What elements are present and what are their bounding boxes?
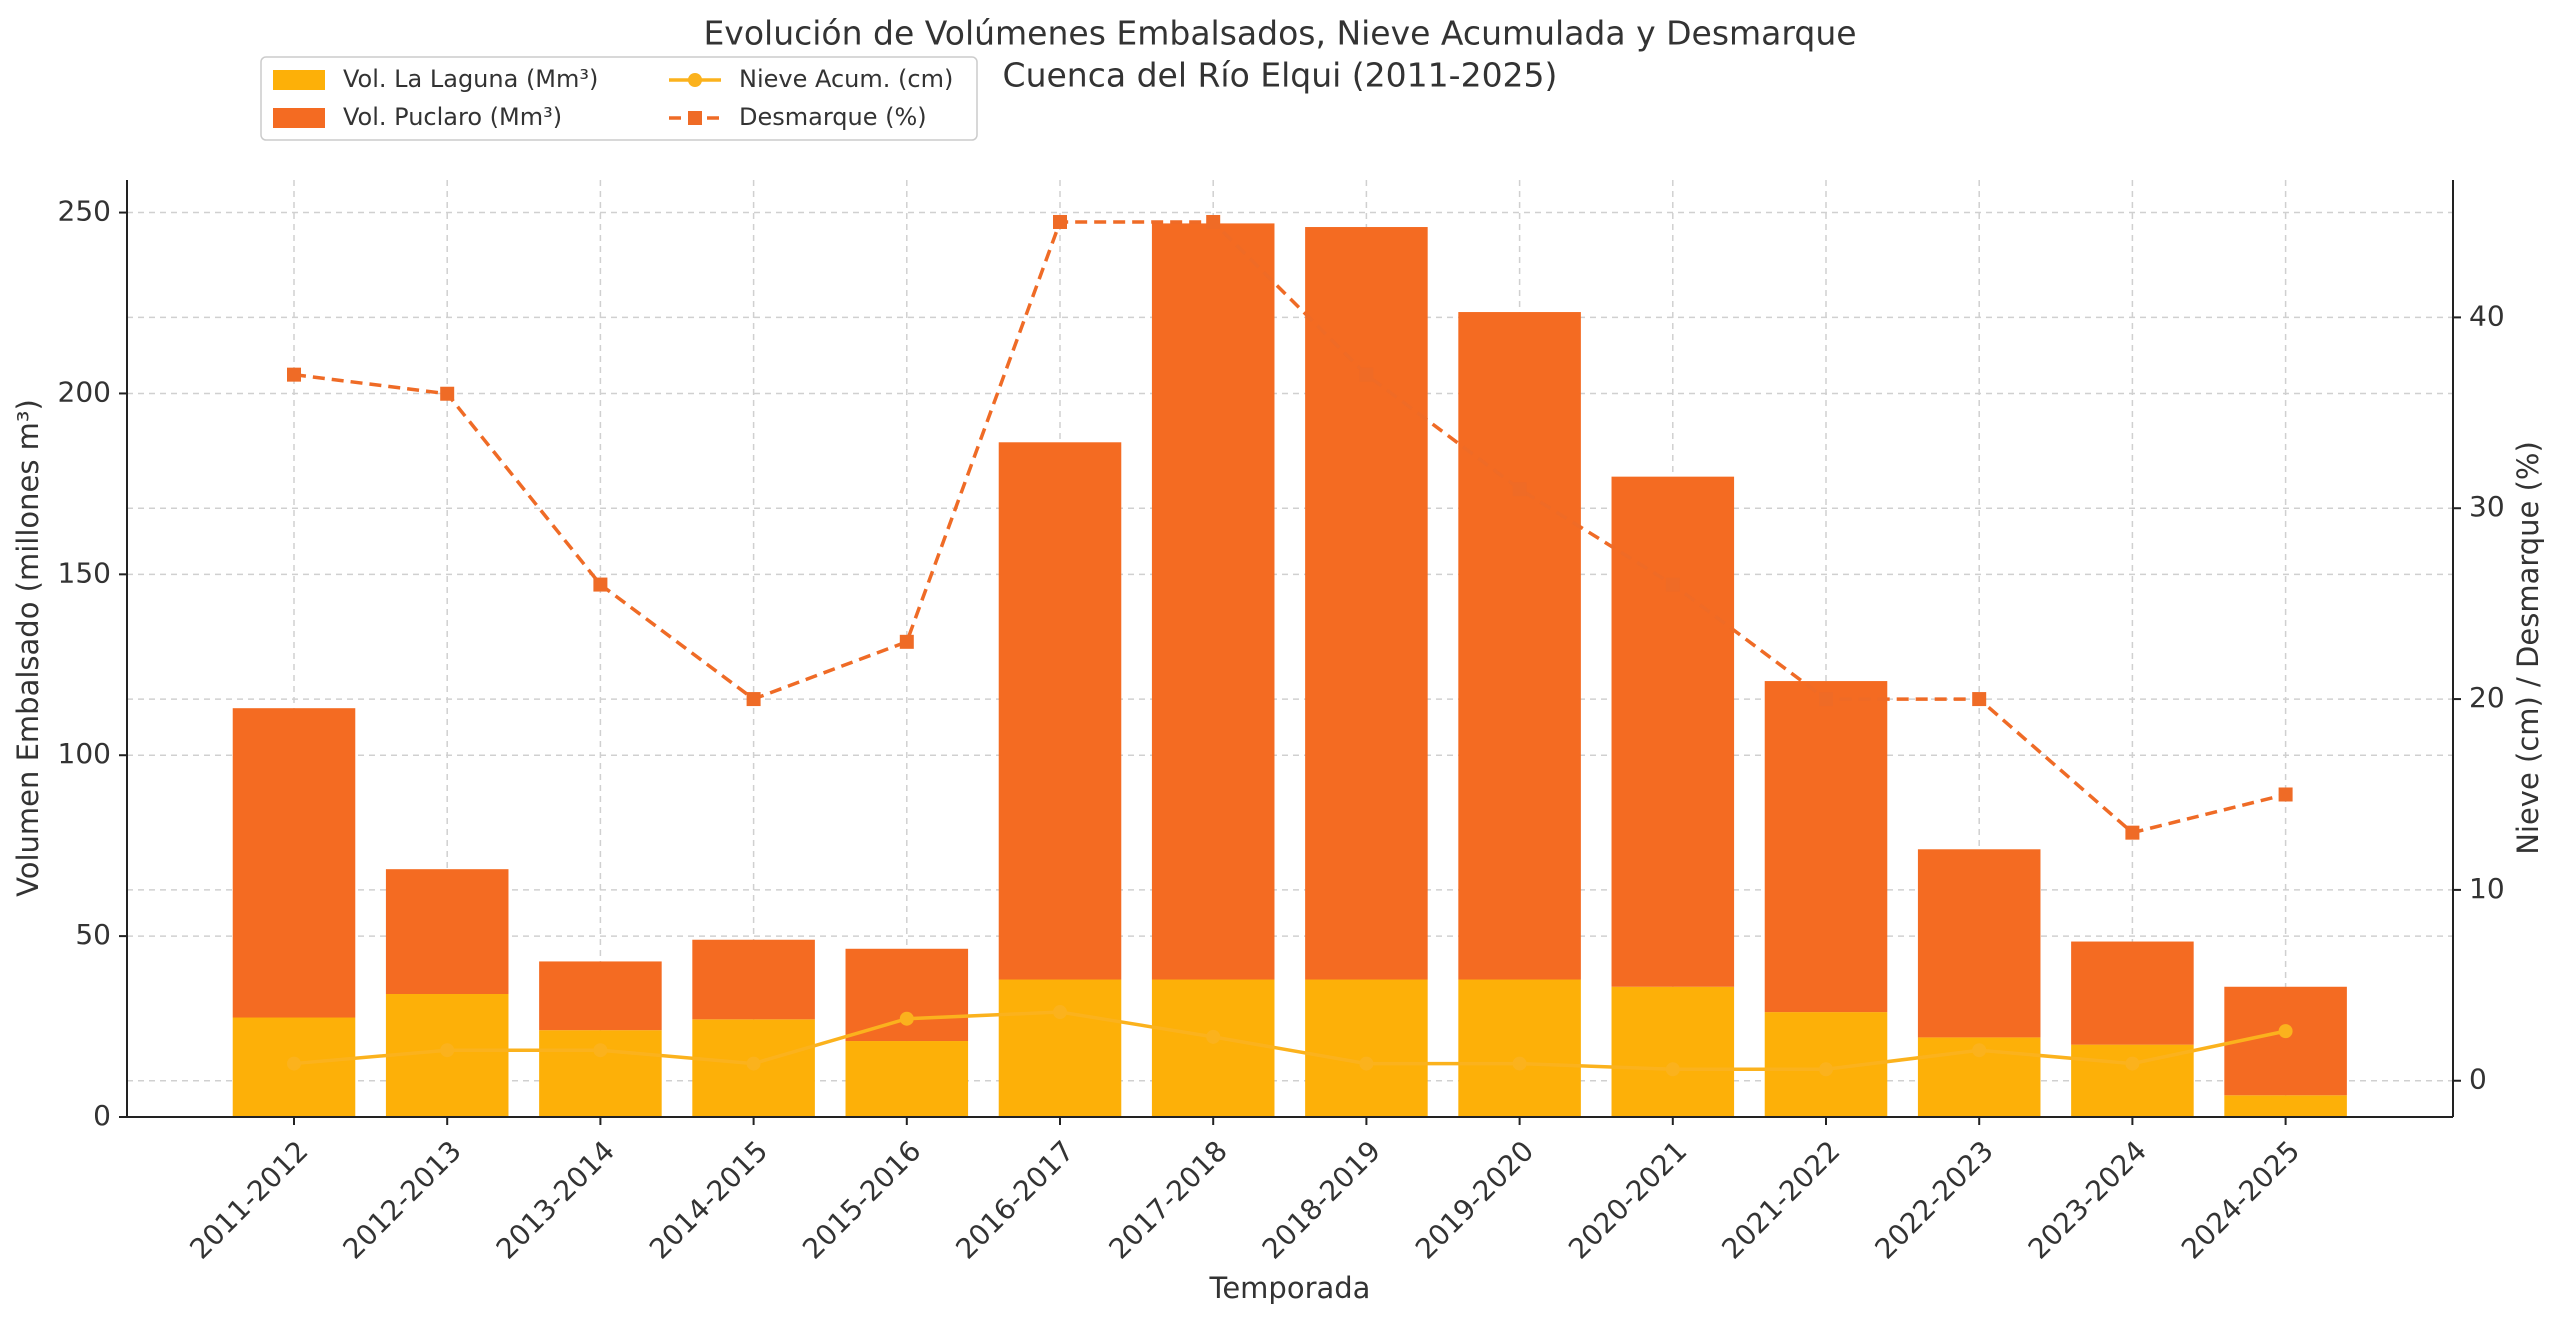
bar: [1611, 986, 1735, 1117]
chart-title: Cuenca del Río Elqui (2011-2025): [1003, 56, 1558, 95]
bar: [1151, 979, 1275, 1117]
bar: [539, 1030, 662, 1117]
marker: [1819, 692, 1833, 707]
x-tick-label: 2014-2015: [643, 1134, 774, 1265]
x-tick-label: 2011-2012: [183, 1134, 314, 1265]
marker: [899, 1011, 914, 1026]
marker: [440, 386, 455, 401]
y-tick-label: 0: [93, 1099, 111, 1132]
x-tick-label: 2013-2014: [490, 1134, 621, 1265]
x-tick-label: 2021-2022: [1715, 1134, 1846, 1265]
bar: [539, 961, 662, 1031]
y2-tick-label: 40: [2469, 299, 2505, 332]
x-tick-label: 2020-2021: [1562, 1134, 1693, 1265]
x-tick-label: 2015-2016: [796, 1134, 927, 1265]
bar: [1305, 979, 1428, 1117]
marker: [1206, 214, 1221, 229]
marker: [287, 367, 301, 382]
x-tick-label: 2019-2020: [1409, 1134, 1540, 1265]
x-axis-label: Temporada: [1209, 1271, 1371, 1305]
legend-marker: [688, 111, 702, 125]
legend-label: Vol. La Laguna (Mm³): [343, 65, 598, 93]
bar: [1458, 312, 1581, 980]
bar: [1611, 476, 1735, 987]
y-tick-label: 250: [58, 195, 111, 228]
legend-swatch: [273, 70, 325, 90]
x-tick-label: 2012-2013: [337, 1134, 468, 1265]
bar: [1764, 681, 1888, 1013]
x-tick-label: 2022-2023: [1869, 1134, 2000, 1265]
y-tick-label: 200: [58, 375, 111, 408]
y2-tick-label: 30: [2469, 490, 2505, 523]
legend-swatch: [273, 108, 325, 128]
chart-title: Evolución de Volúmenes Embalsados, Nieve…: [703, 14, 1856, 53]
legend-label: Nieve Acum. (cm): [739, 65, 953, 93]
marker: [1665, 1062, 1680, 1077]
legend-box: [260, 56, 978, 141]
bar: [1917, 849, 2041, 1038]
x-tick-label: 2017-2018: [1103, 1134, 1234, 1265]
marker: [1053, 1005, 1067, 1020]
marker: [1512, 1056, 1527, 1071]
marker: [2125, 825, 2140, 840]
marker: [1819, 1062, 1833, 1077]
y-tick-label: 150: [58, 556, 111, 589]
bar: [232, 708, 356, 1018]
marker: [2125, 1056, 2140, 1071]
marker: [2278, 1024, 2293, 1039]
bar: [1305, 227, 1428, 980]
bar: [1151, 223, 1275, 980]
marker: [440, 1043, 455, 1058]
bar: [845, 948, 969, 1042]
bar: [2224, 1095, 2347, 1117]
bar: [2071, 941, 2194, 1045]
marker: [593, 577, 608, 592]
marker: [746, 692, 761, 707]
legend-label: Vol. Puclaro (Mm³): [343, 103, 562, 131]
y-axis-label: Volumen Embalsado (millones m³): [11, 399, 45, 897]
marker: [1206, 1029, 1221, 1044]
marker: [1053, 214, 1067, 229]
y2-tick-label: 0: [2469, 1063, 2487, 1096]
x-tick-label: 2023-2024: [2022, 1134, 2153, 1265]
y2-axis-label: Nieve (cm) / Desmarque (%): [2511, 441, 2545, 855]
line: [293, 1010, 2286, 1072]
y2-tick-label: 20: [2469, 681, 2505, 714]
bar: [385, 869, 509, 994]
bar: [692, 939, 815, 1020]
bar: [998, 979, 1122, 1117]
legend-marker: [688, 73, 702, 87]
marker: [1972, 692, 1987, 707]
x-tick-label: 2018-2019: [1256, 1134, 1387, 1265]
x-tick-label: 2016-2017: [949, 1134, 1080, 1265]
marker: [1512, 482, 1527, 497]
bar: [998, 442, 1122, 980]
marker: [899, 634, 914, 649]
marker: [593, 1043, 608, 1058]
line: [293, 220, 2287, 835]
bar: [845, 1041, 969, 1117]
x-tick-label: 2024-2025: [2175, 1134, 2306, 1265]
marker: [746, 1056, 761, 1071]
y-tick-label: 50: [75, 918, 111, 951]
marker: [287, 1056, 301, 1071]
marker: [1359, 1056, 1374, 1071]
marker: [1972, 1043, 1987, 1058]
y2-tick-label: 10: [2469, 872, 2505, 905]
marker: [1665, 577, 1680, 592]
y-tick-label: 100: [58, 737, 111, 770]
legend-label: Desmarque (%): [739, 103, 927, 131]
marker: [2278, 787, 2293, 802]
bar: [1458, 979, 1581, 1117]
marker: [1359, 367, 1374, 382]
